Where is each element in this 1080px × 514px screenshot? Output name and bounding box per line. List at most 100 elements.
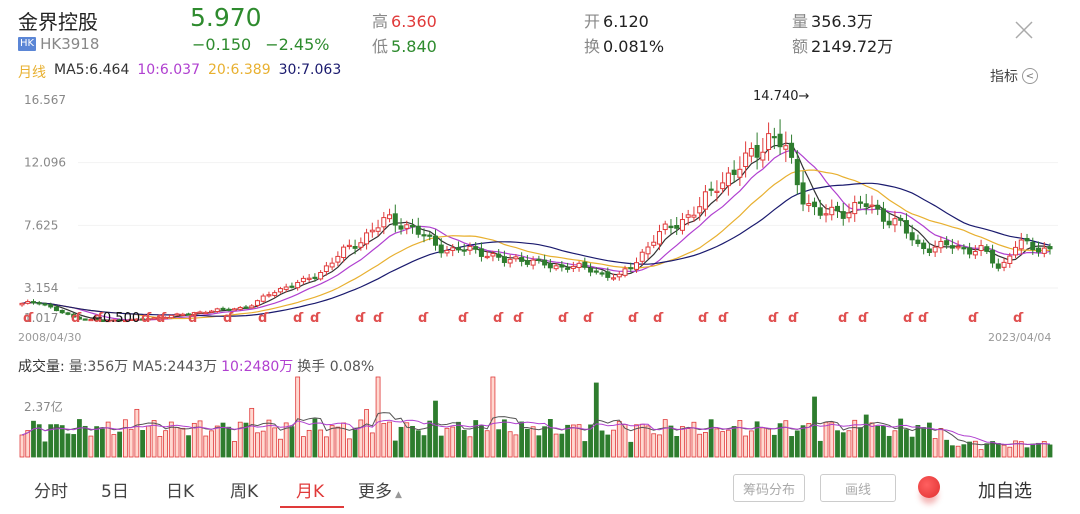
- event-marker-icon[interactable]: ɗ: [188, 311, 199, 326]
- y-tick-label: 7.625: [24, 218, 58, 232]
- date-end: 2023/04/04: [988, 331, 1051, 344]
- date-start: 2008/04/30: [18, 331, 81, 344]
- chevron-left-circle-icon: <: [1022, 68, 1038, 84]
- stat-amount: 额 2149.72万: [792, 33, 893, 57]
- y-tick-label: 3.154: [24, 281, 58, 295]
- turnover-label: 换: [584, 37, 601, 56]
- event-marker-icon[interactable]: ɗ: [788, 311, 799, 326]
- indicator-button[interactable]: 指标 <: [990, 66, 1038, 86]
- ma10-value: 10:6.037: [137, 62, 200, 78]
- stock-code: HK3918: [40, 35, 100, 53]
- volume-legend: 成交量: 量:356万 MA5:2443万 10:2480万 换手 0.08%: [18, 356, 374, 376]
- event-marker-icon[interactable]: ɗ: [1013, 311, 1024, 326]
- y-tick-label: 16.567: [24, 93, 66, 107]
- event-marker-icon[interactable]: ɗ: [141, 311, 152, 326]
- more-label: 更多: [358, 482, 392, 502]
- low-value: 5.840: [391, 37, 437, 56]
- volume-ma10: 10:2480万: [221, 359, 294, 375]
- volume-svg: 2.37亿: [19, 376, 1053, 458]
- amount-value: 2149.72万: [811, 37, 894, 56]
- event-marker-icon[interactable]: ɗ: [93, 311, 104, 326]
- volume-label: 量: [792, 12, 809, 31]
- event-marker-icon[interactable]: ɗ: [355, 311, 366, 326]
- event-marker-icon[interactable]: ɗ: [258, 311, 269, 326]
- chip-distribution-button[interactable]: 筹码分布: [733, 474, 805, 502]
- tab-intraday[interactable]: 分时: [34, 482, 68, 502]
- event-marker-icon[interactable]: ɗ: [918, 311, 929, 326]
- stat-high: 高 6.360: [372, 8, 437, 32]
- volume-y-tick: 2.37亿: [24, 399, 63, 414]
- tab-monthly-k[interactable]: 月K: [296, 482, 325, 502]
- event-marker-icon[interactable]: ɗ: [903, 311, 914, 326]
- event-marker-icon[interactable]: ɗ: [718, 311, 729, 326]
- close-button[interactable]: [1012, 18, 1036, 42]
- ma5-value: MA5:6.464: [54, 62, 130, 78]
- add-watchlist-button[interactable]: 加自选: [978, 481, 1032, 502]
- event-marker-icon[interactable]: ɗ: [156, 311, 167, 326]
- period-label: 月线: [18, 65, 46, 81]
- ma20-value: 20:6.389: [207, 62, 271, 78]
- stat-low: 低 5.840: [372, 33, 437, 57]
- event-marker-icon[interactable]: ɗ: [513, 311, 524, 326]
- caret-up-icon: ▲: [395, 490, 402, 500]
- stock-name: 金界控股: [18, 10, 98, 34]
- event-marker-icon[interactable]: ɗ: [968, 311, 979, 326]
- tab-daily-k[interactable]: 日K: [166, 482, 195, 502]
- event-marker-icon[interactable]: ɗ: [493, 311, 504, 326]
- event-marker-icon[interactable]: ɗ: [628, 311, 639, 326]
- event-marker-icon[interactable]: ɗ: [458, 311, 469, 326]
- y-tick-label: 12.096: [24, 156, 66, 170]
- event-marker-icon[interactable]: ɗ: [310, 311, 321, 326]
- y-tick-label: 1.017: [24, 311, 58, 325]
- ma-legend: 月线 MA5:6.464 10:6.037 20:6.389 30:7.063: [18, 62, 341, 82]
- open-value: 6.120: [603, 12, 649, 31]
- tab-weekly-k[interactable]: 周K: [230, 482, 259, 502]
- event-marker-icon[interactable]: ɗ: [858, 311, 869, 326]
- event-marker-icon[interactable]: ɗ: [558, 311, 569, 326]
- open-label: 开: [584, 12, 601, 31]
- event-marker-icon[interactable]: ɗ: [838, 311, 849, 326]
- event-marker-icon[interactable]: ɗ: [71, 311, 82, 326]
- price-change: −0.150 −2.45%: [192, 35, 329, 54]
- change-value: −0.150: [192, 35, 252, 54]
- event-marker-icon[interactable]: ɗ: [653, 311, 664, 326]
- active-tab-indicator: [280, 506, 344, 508]
- draw-line-button[interactable]: 画线: [820, 474, 896, 502]
- change-percent: −2.45%: [265, 35, 330, 54]
- amount-label: 额: [792, 37, 809, 56]
- close-icon: [1015, 21, 1033, 39]
- record-dot-icon[interactable]: [918, 476, 940, 498]
- event-marker-icon[interactable]: ɗ: [373, 311, 384, 326]
- period-tabs: 分时 5日 日K 周K 月K 更多 ▲ 筹码分布 画线 加自选: [0, 465, 1080, 514]
- indicator-label: 指标: [990, 69, 1018, 85]
- stat-open: 开 6.120: [584, 8, 649, 32]
- event-marker-icon[interactable]: ɗ: [223, 311, 234, 326]
- market-badge: HK: [18, 37, 37, 51]
- event-marker-icon[interactable]: ɗ: [768, 311, 779, 326]
- ma30-value: 30:7.063: [278, 62, 342, 78]
- high-value: 6.360: [391, 12, 437, 31]
- stat-turnover: 换 0.081%: [584, 33, 664, 57]
- volume-title: 成交量:: [18, 359, 65, 375]
- event-marker-icon[interactable]: ɗ: [583, 311, 594, 326]
- tab-more[interactable]: 更多 ▲: [358, 477, 402, 502]
- event-marker-icon[interactable]: ɗ: [23, 311, 34, 326]
- high-label: 高: [372, 12, 389, 31]
- turnover-value: 0.081%: [603, 37, 665, 56]
- event-marker-icon[interactable]: ɗ: [418, 311, 429, 326]
- event-marker-icon[interactable]: ɗ: [293, 311, 304, 326]
- stat-volume: 量 356.3万: [792, 8, 873, 32]
- tab-5day[interactable]: 5日: [101, 482, 129, 502]
- last-price: 5.970: [190, 3, 262, 32]
- volume-current: 量:356万: [68, 359, 129, 375]
- volume-ma5: MA5:2443万: [132, 359, 218, 375]
- low-annotation: ←0.500: [92, 311, 140, 326]
- volume-chart[interactable]: 2.37亿: [18, 355, 1058, 460]
- volume-turnover: 换手 0.08%: [297, 359, 375, 375]
- quote-header: 金界控股 HK HK3918 5.970 −0.150 −2.45% 高 6.3…: [0, 0, 1080, 60]
- stock-code-row: HK HK3918: [18, 35, 99, 53]
- event-marker-icon[interactable]: ɗ: [698, 311, 709, 326]
- high-annotation: 14.740→: [753, 89, 809, 104]
